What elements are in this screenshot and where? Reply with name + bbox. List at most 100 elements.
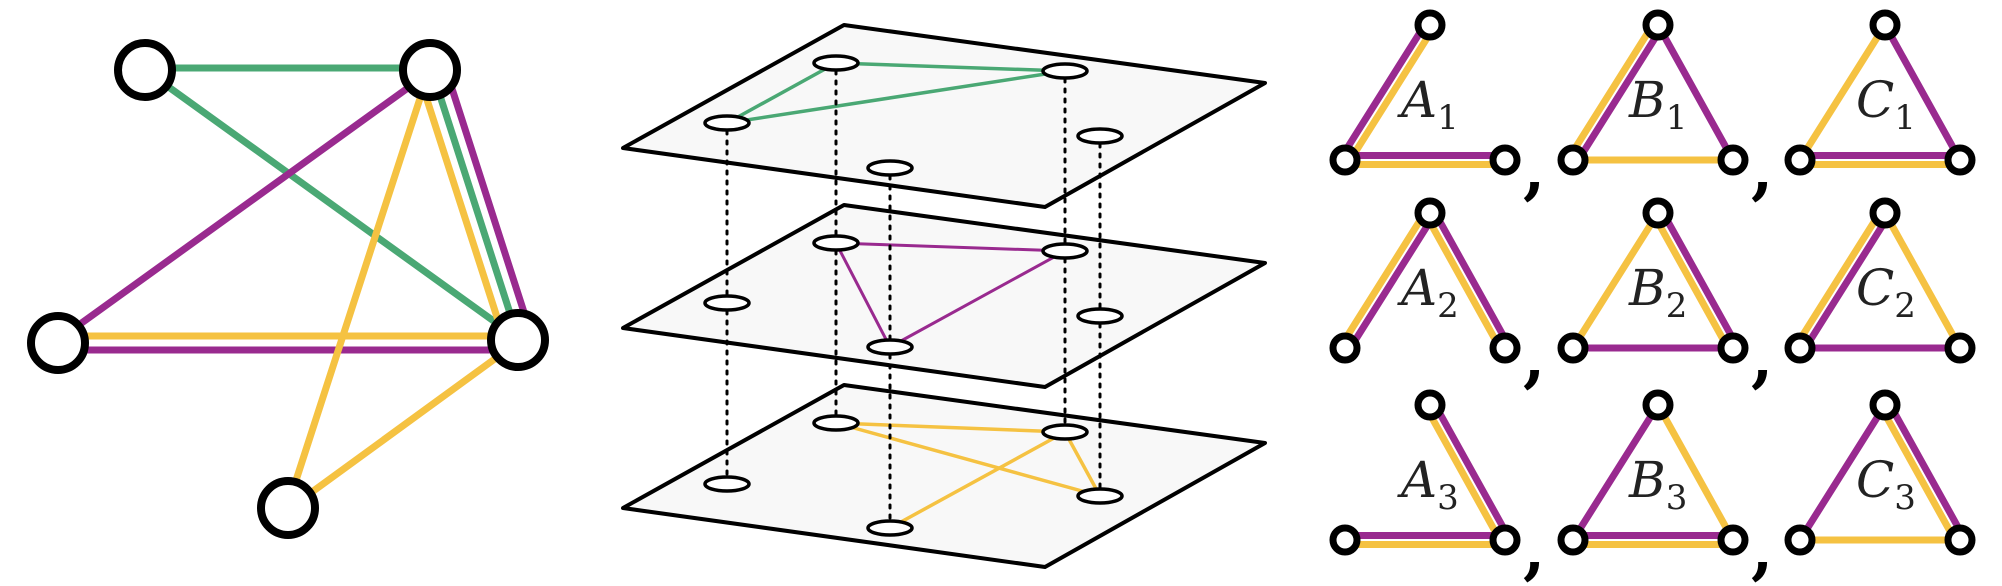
motif-label-letter: A — [1397, 259, 1437, 317]
motif-C1: C1 — [1784, 9, 1976, 176]
edge-yellow-n4-n5 — [286, 338, 522, 512]
motif-node — [1869, 197, 1901, 229]
edge-purple-n2-n3 — [54, 68, 434, 344]
motif-edge — [1654, 401, 1737, 544]
plane-node — [866, 519, 914, 537]
motif-edge — [1430, 399, 1513, 542]
purple-edge-2 — [834, 242, 892, 348]
layer-nodes-purple — [703, 234, 1124, 356]
motif-edge — [1430, 207, 1513, 350]
edge-purple-n2-n4 — [442, 66, 535, 338]
plane-node — [866, 338, 914, 356]
multigraph-nodes — [27, 39, 549, 539]
motif-label-letter: B — [1628, 259, 1666, 317]
motif-edge — [1573, 23, 1666, 166]
motif-edge — [1345, 23, 1438, 166]
layer-plane-yellow — [621, 383, 1267, 569]
motif-label: C1 — [1856, 71, 1916, 138]
motif-node — [1717, 332, 1749, 364]
motif-node — [1329, 524, 1361, 556]
graph-node-n3 — [27, 312, 89, 374]
motif-label-letter: A — [1397, 451, 1437, 509]
motif-node — [1557, 144, 1589, 176]
motif-A1: A1 — [1329, 9, 1521, 176]
motif-node — [1784, 332, 1816, 364]
motif-C3: C3 — [1784, 389, 1976, 556]
motif-label: A3 — [1397, 451, 1459, 518]
motif-node — [1329, 332, 1361, 364]
layer-green — [621, 23, 1267, 209]
motif-node — [1944, 524, 1976, 556]
plane-node — [1041, 423, 1089, 441]
motif-edge — [1422, 211, 1505, 354]
layer-edges-yellow — [835, 421, 1102, 530]
motif-label-subscript: 1 — [1437, 98, 1459, 138]
motif-edge — [1337, 19, 1430, 162]
motif-node — [1784, 144, 1816, 176]
plane-node — [812, 234, 860, 252]
motif-edge — [1569, 401, 1662, 544]
motif-label: B3 — [1628, 451, 1687, 518]
motif-separator-comma: , — [1523, 321, 1545, 396]
motif-edge — [1658, 207, 1741, 350]
motif-label-subscript: 2 — [1894, 286, 1916, 326]
motif-node — [1642, 197, 1674, 229]
layer-purple — [621, 203, 1267, 389]
motif-label-letter: C — [1856, 71, 1894, 129]
motif-edge — [1800, 211, 1893, 354]
motif-node — [1414, 9, 1446, 41]
motif-node — [1414, 389, 1446, 421]
yellow-edge-1 — [835, 421, 1066, 434]
motif-separator-comma: , — [1751, 513, 1773, 586]
motif-node — [1489, 524, 1521, 556]
aggregate-multigraph — [27, 39, 549, 539]
motif-node — [1489, 144, 1521, 176]
motif-label-subscript: 1 — [1666, 98, 1688, 138]
plane-node — [703, 294, 751, 312]
edge-green-n1-n4 — [141, 66, 524, 344]
motif-separator-comma: , — [1523, 513, 1545, 586]
layer-plane-purple — [621, 203, 1267, 389]
plane-node — [812, 414, 860, 432]
motif-node — [1642, 9, 1674, 41]
layer-plane-green — [621, 23, 1267, 209]
motif-C2: C2 — [1784, 197, 1976, 364]
graph-node-n1 — [114, 39, 176, 101]
green-edge-3 — [726, 69, 1066, 125]
yellow-edge-2 — [835, 421, 1101, 498]
yellow-edge-3 — [1063, 431, 1102, 497]
motif-label: B2 — [1628, 259, 1687, 326]
plane-node — [1076, 487, 1124, 505]
purple-edge-3 — [889, 249, 1066, 349]
motif-edge — [1796, 21, 1889, 164]
motif-B1: B1 — [1557, 9, 1749, 176]
motif-separator-comma: , — [1751, 321, 1773, 396]
motif-node — [1717, 524, 1749, 556]
motif-label: C3 — [1856, 451, 1916, 518]
motif-node — [1489, 332, 1521, 364]
purple-edge-1 — [835, 241, 1066, 253]
motif-label-subscript: 1 — [1894, 98, 1916, 138]
plane-node — [1041, 242, 1089, 260]
plane-node — [1076, 127, 1124, 145]
motif-A3: A3 — [1329, 389, 1521, 556]
motif-B3: B3 — [1557, 389, 1749, 556]
edge-yellow-n2-n5 — [284, 76, 430, 509]
motif-node — [1557, 332, 1589, 364]
motif-label: A1 — [1397, 71, 1459, 138]
motif-label-subscript: 2 — [1437, 286, 1459, 326]
green-edge-1 — [835, 61, 1066, 73]
motif-node — [1329, 144, 1361, 176]
motif-edge — [1885, 399, 1968, 542]
motif-edge — [1881, 209, 1964, 352]
motif-node — [1717, 144, 1749, 176]
motif-edge — [1792, 207, 1885, 350]
motif-node — [1642, 389, 1674, 421]
plane-node — [866, 159, 914, 177]
interlayer-connectors — [725, 69, 1102, 522]
green-edge-2 — [726, 61, 837, 125]
plane-node — [812, 54, 860, 72]
edge-green-n2-n4 — [429, 70, 522, 342]
